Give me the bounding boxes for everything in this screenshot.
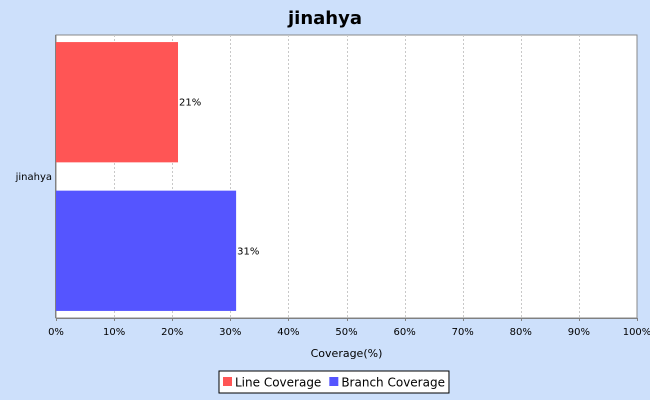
y-category-label: jinahya: [15, 172, 52, 183]
grid-lines: [114, 35, 580, 318]
data-labels: 21% 31%: [179, 98, 259, 258]
x-tick-label-2: 20%: [161, 327, 183, 338]
legend-swatch-branch-coverage: [329, 377, 339, 386]
bars: [56, 42, 237, 311]
data-label-line-coverage: 21%: [179, 98, 201, 109]
x-tick-label-1: 10%: [103, 327, 125, 338]
data-label-branch-coverage: 31%: [237, 246, 259, 257]
x-tick-label-0: 0%: [48, 327, 64, 338]
x-axis: 0% 10% 20% 30% 40% 50% 60% 70% 80% 90% 100%: [48, 318, 650, 338]
x-tick-label-8: 80%: [510, 327, 532, 338]
x-tick-label-5: 50%: [335, 327, 357, 338]
x-tick-label-7: 70%: [452, 327, 474, 338]
legend-swatch-line-coverage: [223, 377, 232, 386]
legend-label-line-coverage: Line Coverage: [235, 376, 321, 390]
chart-title: jinahya: [287, 8, 362, 29]
legend: Line Coverage Branch Coverage: [218, 370, 450, 394]
bar-branch-coverage: [56, 190, 237, 311]
bar-line-coverage: [56, 42, 179, 163]
legend-label-branch-coverage: Branch Coverage: [341, 376, 445, 390]
x-tick-label-4: 40%: [277, 327, 299, 338]
x-tick-label-10: 100%: [623, 327, 650, 338]
x-axis-label: Coverage(%): [311, 347, 383, 360]
x-tick-label-6: 60%: [393, 327, 415, 338]
x-tick-label-3: 30%: [219, 327, 241, 338]
x-tick-label-9: 90%: [568, 327, 590, 338]
y-axis: jinahya: [15, 35, 56, 318]
